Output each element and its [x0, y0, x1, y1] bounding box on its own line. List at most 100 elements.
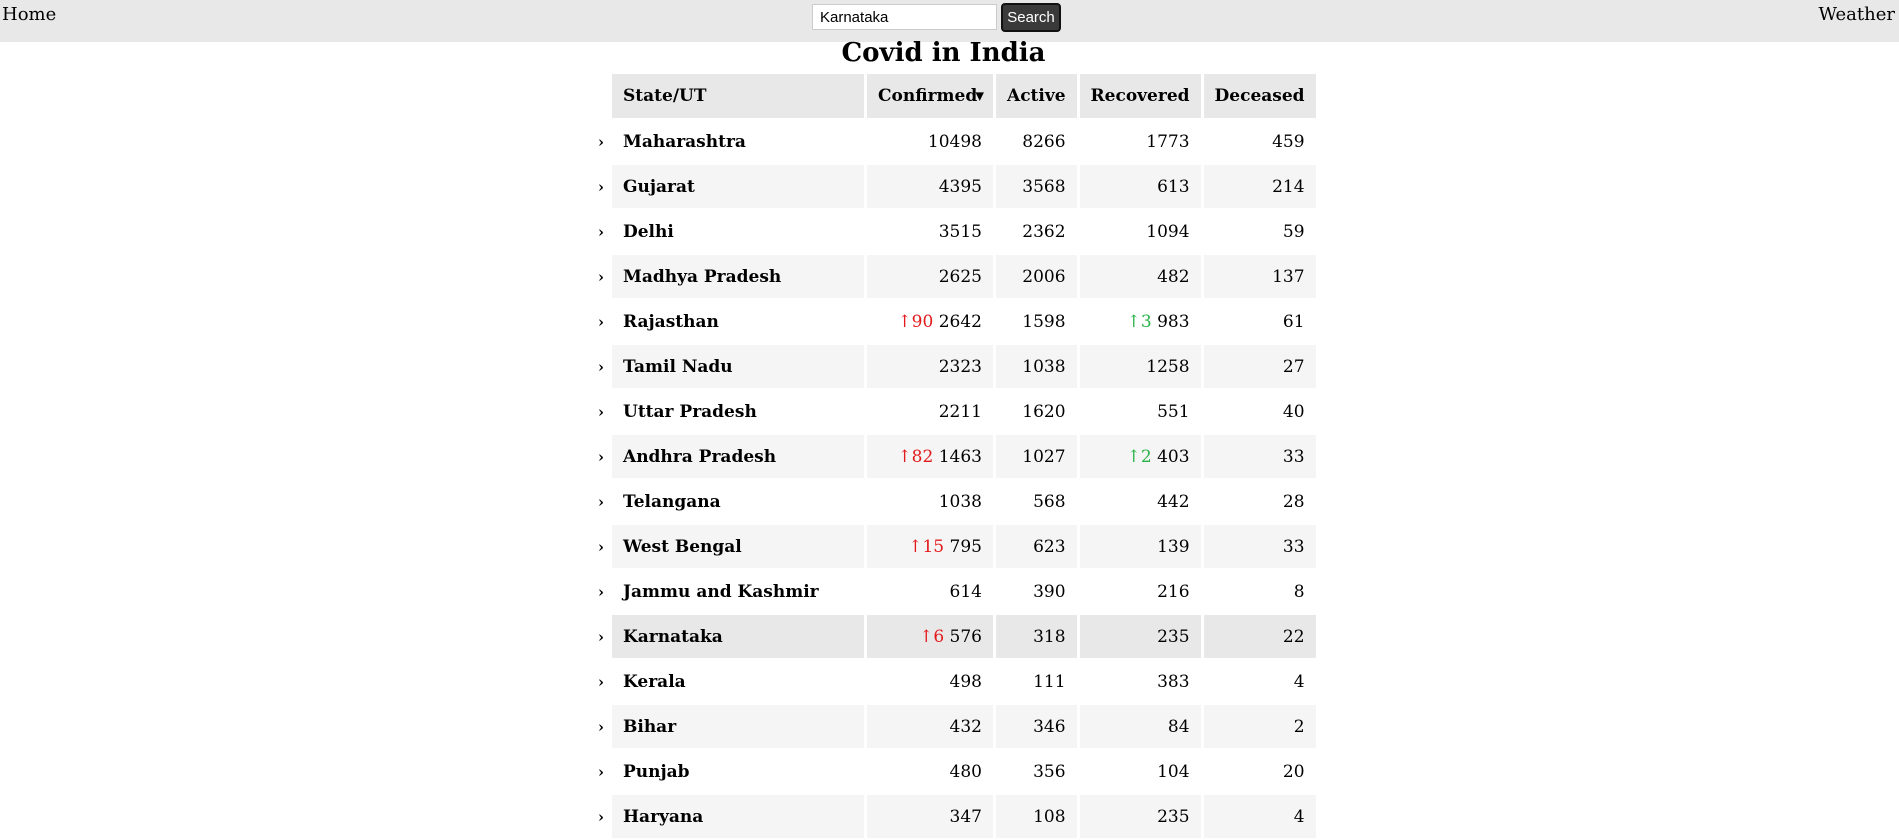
table-row[interactable]: › Punjab 480 356 104 20 — [598, 750, 1316, 793]
confirmed-cell: ↑90 2642 — [867, 300, 993, 343]
table-row[interactable]: › Uttar Pradesh 2211 1620 551 40 — [598, 390, 1316, 433]
recovered-cell: ↑3 983 — [1080, 300, 1201, 343]
recovered-cell: 139 — [1079, 525, 1201, 568]
confirmed-cell: 3515 — [867, 210, 993, 253]
header-confirmed[interactable]: Confirmed ▼ — [867, 74, 993, 118]
active-cell: 356 — [1033, 761, 1066, 782]
confirmed-delta: ↑90 — [897, 311, 934, 332]
expand-chevron-icon[interactable]: › — [598, 222, 604, 241]
table-row[interactable]: › West Bengal ↑15 795 623 139 33 — [598, 525, 1316, 568]
table-row[interactable]: › Tamil Nadu 2323 1038 1258 27 — [598, 345, 1316, 388]
table-row[interactable]: › Andhra Pradesh ↑82 1463 1027 ↑2 403 33 — [598, 435, 1316, 478]
confirmed-cell: 10498 — [867, 120, 993, 163]
table-row[interactable]: › Maharashtra 10498 8266 1773 459 — [598, 120, 1316, 163]
recovered-value: 1258 — [1146, 356, 1190, 377]
expand-chevron-icon[interactable]: › — [598, 357, 604, 376]
active-cell: 390 — [1033, 581, 1066, 602]
table-row[interactable]: › Bihar 432 346 84 2 — [598, 705, 1316, 748]
recovered-cell: 383 — [1080, 660, 1201, 703]
expand-chevron-icon[interactable]: › — [598, 672, 604, 691]
expand-chevron-icon[interactable]: › — [598, 537, 604, 556]
expand-chevron-icon[interactable]: › — [598, 582, 604, 601]
recovered-cell: 84 — [1079, 705, 1201, 748]
state-cell: › Rajasthan — [598, 300, 864, 343]
recovered-value: 613 — [1157, 176, 1190, 197]
active-cell: 623 — [996, 525, 1077, 568]
recovered-cell: 1773 — [1080, 120, 1201, 163]
recovered-value: 983 — [1157, 311, 1190, 332]
state-name: Punjab — [623, 761, 690, 782]
state-name: Karnataka — [623, 626, 723, 647]
table-row[interactable]: › Rajasthan ↑90 2642 1598 ↑3 983 61 — [598, 300, 1316, 343]
deceased-cell: 137 — [1203, 255, 1316, 298]
confirmed-cell: 2211 — [867, 390, 993, 433]
state-cell: › Punjab — [598, 750, 864, 793]
deceased-cell: 61 — [1282, 311, 1305, 332]
state-cell: › Jammu and Kashmir — [598, 570, 864, 613]
expand-chevron-icon[interactable]: › — [598, 762, 604, 781]
confirmed-cell: 2625 — [867, 255, 993, 298]
recovered-cell: 235 — [1079, 615, 1201, 658]
header-state[interactable]: State/UT — [612, 74, 864, 118]
home-link[interactable]: Home — [2, 4, 57, 25]
confirmed-value: 2625 — [938, 266, 982, 287]
deceased-cell: 33 — [1203, 435, 1316, 478]
state-name: Andhra Pradesh — [623, 446, 777, 467]
expand-chevron-icon[interactable]: › — [598, 402, 604, 421]
recovered-cell: 104 — [1080, 750, 1201, 793]
expand-chevron-icon[interactable]: › — [598, 177, 604, 196]
header-recovered[interactable]: Recovered — [1079, 74, 1201, 118]
table-row[interactable]: › Gujarat 4395 3568 613 214 — [598, 165, 1316, 208]
top-nav-bar: Home Search Weather — [0, 0, 1899, 42]
active-cell: 1598 — [1022, 311, 1066, 332]
confirmed-value: 2642 — [938, 311, 982, 332]
recovered-value: 235 — [1157, 626, 1190, 647]
expand-chevron-icon[interactable]: › — [598, 132, 604, 151]
confirmed-cell: 614 — [867, 570, 993, 613]
table-row[interactable]: › Madhya Pradesh 2625 2006 482 137 — [598, 255, 1316, 298]
active-cell: 2362 — [1022, 221, 1066, 242]
header-active[interactable]: Active — [996, 74, 1077, 118]
recovered-value: 482 — [1157, 266, 1190, 287]
table-row[interactable]: › Delhi 3515 2362 1094 59 — [598, 210, 1316, 253]
state-cell: › Tamil Nadu — [598, 345, 864, 388]
recovered-value: 551 — [1157, 401, 1190, 422]
weather-link[interactable]: Weather — [1818, 4, 1896, 25]
recovered-delta: ↑3 — [1126, 311, 1152, 332]
active-cell: 3568 — [996, 165, 1077, 208]
search-button[interactable]: Search — [1001, 3, 1061, 32]
deceased-cell: 59 — [1282, 221, 1305, 242]
expand-chevron-icon[interactable]: › — [598, 447, 604, 466]
covid-table-container: State/UT Confirmed ▼ Active Recovered De… — [598, 72, 1319, 840]
confirmed-value: 2323 — [938, 356, 982, 377]
header-deceased[interactable]: Deceased — [1203, 74, 1316, 118]
search-input[interactable] — [812, 4, 997, 30]
expand-chevron-icon[interactable]: › — [598, 717, 604, 736]
expand-chevron-icon[interactable]: › — [598, 627, 604, 646]
confirmed-value: 1038 — [938, 491, 982, 512]
state-name: Telangana — [623, 491, 721, 512]
recovered-cell: 216 — [1080, 570, 1201, 613]
active-cell: 2006 — [996, 255, 1077, 298]
table-row[interactable]: › Telangana 1038 568 442 28 — [598, 480, 1316, 523]
confirmed-cell: ↑82 1463 — [867, 435, 993, 478]
active-cell: 568 — [1033, 491, 1066, 512]
recovered-delta: ↑2 — [1126, 446, 1152, 467]
deceased-cell: 2 — [1203, 705, 1316, 748]
active-cell: 111 — [1033, 671, 1066, 692]
expand-chevron-icon[interactable]: › — [598, 492, 604, 511]
confirmed-cell: 498 — [867, 660, 993, 703]
confirmed-cell: 4395 — [867, 165, 993, 208]
recovered-cell: 442 — [1080, 480, 1201, 523]
confirmed-value: 432 — [949, 716, 982, 737]
recovered-value: 139 — [1157, 536, 1190, 557]
expand-chevron-icon[interactable]: › — [598, 312, 604, 331]
table-row[interactable]: › Karnataka ↑6 576 318 235 22 — [598, 615, 1316, 658]
expand-chevron-icon[interactable]: › — [598, 267, 604, 286]
sort-desc-icon: ▼ — [975, 89, 984, 103]
state-name: Madhya Pradesh — [623, 266, 782, 287]
table-row[interactable]: › Jammu and Kashmir 614 390 216 8 — [598, 570, 1316, 613]
confirmed-value: 576 — [949, 626, 982, 647]
recovered-value: 84 — [1167, 716, 1190, 737]
table-row[interactable]: › Kerala 498 111 383 4 — [598, 660, 1316, 703]
